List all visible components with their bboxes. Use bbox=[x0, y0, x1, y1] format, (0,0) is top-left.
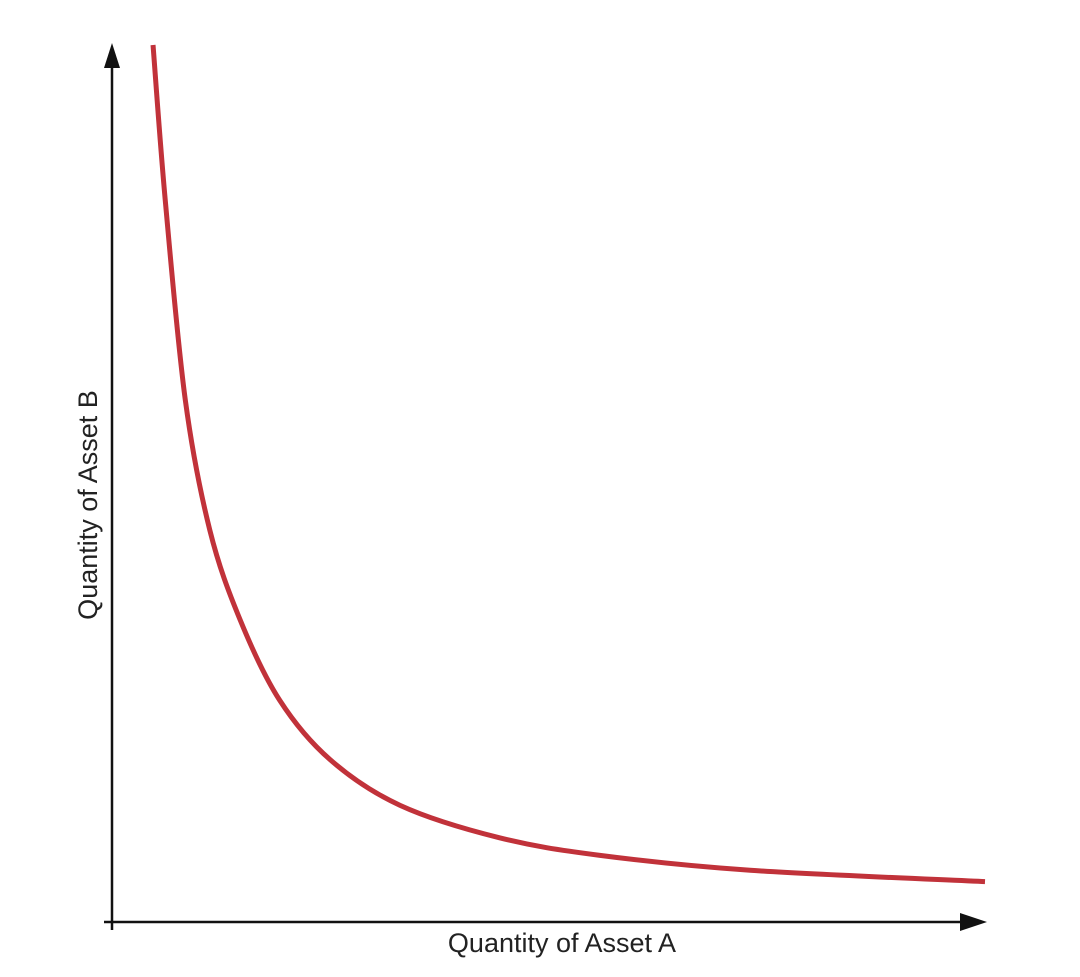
x-axis-arrow bbox=[960, 913, 987, 931]
axes bbox=[104, 43, 987, 931]
y-axis-arrow bbox=[104, 43, 120, 68]
curve bbox=[150, 44, 986, 885]
x-axis-label: Quantity of Asset A bbox=[448, 928, 676, 958]
y-axis-label: Quantity of Asset B bbox=[73, 390, 103, 620]
